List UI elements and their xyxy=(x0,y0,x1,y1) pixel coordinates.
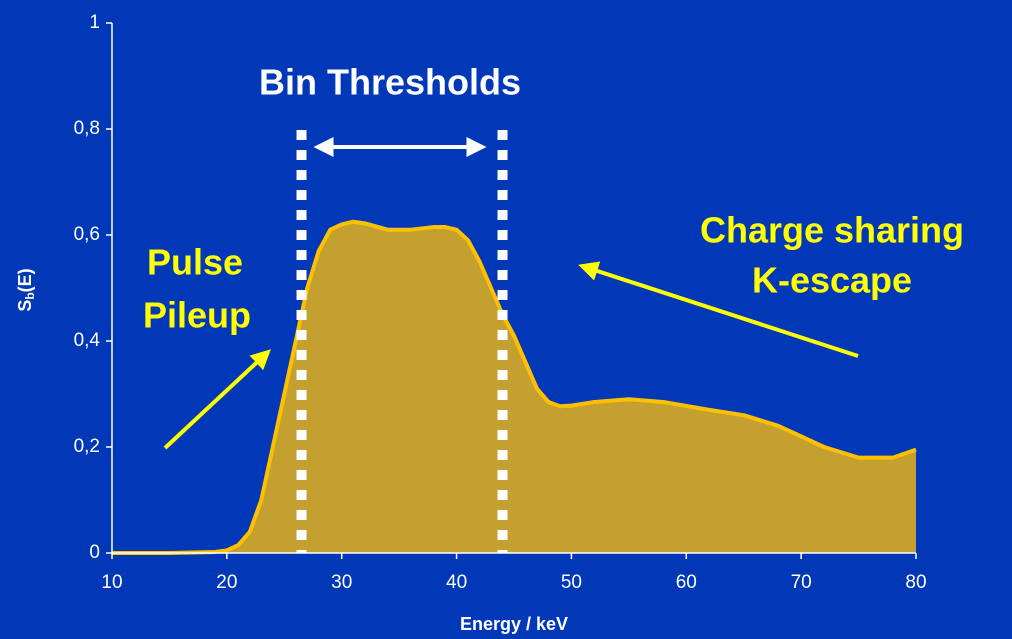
pulse-label: Pulse xyxy=(147,242,243,283)
pileup-arrow xyxy=(163,349,271,450)
y-tick-label: 0 xyxy=(89,542,100,563)
y-tick-label: 0,8 xyxy=(74,118,100,139)
x-tick-label: 40 xyxy=(446,572,467,593)
y-tick-label: 0,2 xyxy=(74,436,100,457)
y-tick-label: 0,4 xyxy=(74,330,101,351)
y-title-main: S xyxy=(15,300,35,312)
x-axis-title: Energy / keV xyxy=(460,614,568,634)
area-line xyxy=(112,219,917,555)
y-title-sub: b xyxy=(23,292,37,299)
y-tick-label: 1 xyxy=(89,12,100,33)
x-tick-label: 80 xyxy=(905,572,926,593)
x-tick-label: 60 xyxy=(676,572,697,593)
y-tick-label: 0,6 xyxy=(74,224,100,245)
pileup-label: Pileup xyxy=(143,295,251,336)
x-tick-label: 30 xyxy=(331,572,352,593)
charge-sharing-arrow xyxy=(578,261,859,358)
x-tick-label: 10 xyxy=(101,572,122,593)
x-tick-label: 70 xyxy=(791,572,812,593)
area-fill xyxy=(112,221,916,553)
bin-thresholds-label: Bin Thresholds xyxy=(259,62,521,103)
k-escape-label: K-escape xyxy=(752,260,912,301)
x-tick-label: 50 xyxy=(561,572,582,593)
y-title-tail: (E) xyxy=(15,268,35,292)
y-axis-title: Sb(E) xyxy=(15,268,37,311)
x-tick-label: 20 xyxy=(216,572,237,593)
plot-area: 0 0,2 0,4 0,6 0,8 1 10 20 30 40 50 60 70 80 xyxy=(74,12,927,593)
charge-sharing-label: Charge sharing xyxy=(700,210,964,251)
